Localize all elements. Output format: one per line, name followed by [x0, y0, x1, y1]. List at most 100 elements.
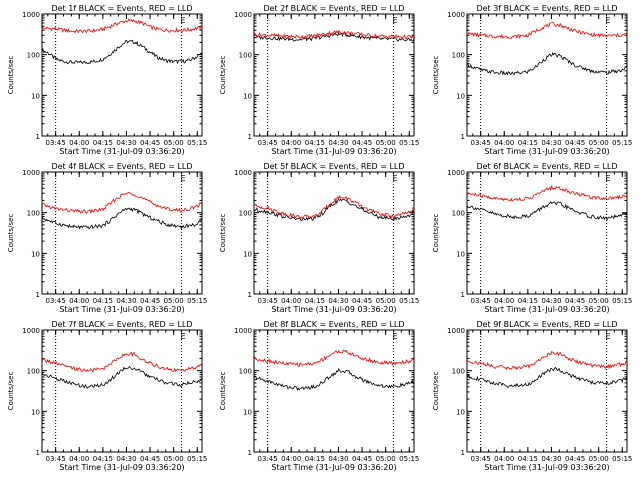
x-tick-label: 05:15 — [187, 297, 207, 305]
x-tick-label: 04:15 — [518, 297, 538, 305]
x-tick-label: 05:00 — [376, 139, 396, 147]
x-tick-label: 05:15 — [187, 139, 207, 147]
x-tick-label: 03:45 — [471, 455, 491, 463]
panel-title: Det 7f BLACK = Events, RED = LLD — [51, 320, 192, 329]
y-tick-label: 1 — [248, 449, 252, 457]
y-axis-label: Counts/sec — [219, 214, 227, 253]
x-tick-label: 04:00 — [494, 297, 514, 305]
y-tick-label: 10 — [31, 92, 40, 100]
x-tick-label: 04:30 — [328, 297, 348, 305]
x-tick-label: 04:30 — [541, 455, 561, 463]
series-line-events — [41, 39, 203, 65]
time-marker-label: E — [181, 174, 186, 183]
y-tick-label: 100 — [239, 52, 252, 60]
series-line-lld — [466, 350, 628, 371]
x-tick-label: 04:15 — [305, 455, 325, 463]
y-tick-label: 1 — [36, 449, 40, 457]
y-tick-label: 1 — [248, 291, 252, 299]
x-tick-label: 05:00 — [589, 455, 609, 463]
series-line-events — [253, 31, 415, 42]
x-axis-label: Start Time (31-Jul-09 03:36:20) — [271, 463, 396, 472]
series-line-lld — [41, 351, 203, 373]
x-tick-label: 04:00 — [281, 455, 301, 463]
x-tick-label: 04:45 — [565, 139, 585, 147]
x-tick-label: 04:45 — [352, 297, 372, 305]
y-tick-label: 1 — [36, 291, 40, 299]
panel-det-8: Det 8f BLACK = Events, RED = LLD 1 10 100 10… — [219, 320, 419, 472]
y-tick-label: 100 — [27, 210, 40, 218]
y-tick-label: 10 — [243, 408, 252, 416]
plot-frame — [466, 329, 628, 453]
y-tick-label: 1000 — [22, 11, 40, 19]
x-tick-label: 04:00 — [494, 139, 514, 147]
time-marker-label: E — [181, 332, 186, 341]
x-tick-label: 04:45 — [140, 139, 160, 147]
series-line-events — [41, 207, 203, 230]
time-marker-label: E — [393, 332, 398, 341]
series-line-events — [466, 51, 628, 76]
x-axis-label: Start Time (31-Jul-09 03:36:20) — [271, 305, 396, 314]
x-tick-label: 05:00 — [164, 139, 184, 147]
y-tick-label: 1000 — [22, 327, 40, 335]
x-tick-label: 05:15 — [187, 455, 207, 463]
x-tick-label: 03:45 — [471, 297, 491, 305]
y-tick-label: 10 — [31, 250, 40, 258]
y-tick-label: 100 — [239, 210, 252, 218]
y-tick-label: 10 — [31, 408, 40, 416]
plot-frame — [253, 13, 415, 137]
x-tick-label: 04:45 — [352, 139, 372, 147]
x-tick-label: 04:00 — [69, 139, 89, 147]
x-tick-label: 04:30 — [541, 297, 561, 305]
panel-det-5: Det 5f BLACK = Events, RED = LLD 1 10 100 10… — [219, 162, 419, 314]
x-tick-label: 04:45 — [565, 297, 585, 305]
x-tick-label: 04:45 — [140, 455, 160, 463]
x-tick-label: 05:15 — [399, 455, 419, 463]
x-tick-label: 03:45 — [471, 139, 491, 147]
x-tick-label: 04:30 — [328, 139, 348, 147]
x-tick-label: 04:15 — [518, 139, 538, 147]
x-tick-label: 05:15 — [612, 139, 632, 147]
x-tick-label: 04:15 — [305, 297, 325, 305]
x-tick-label: 05:15 — [399, 139, 419, 147]
series-line-lld — [253, 29, 415, 40]
panel-det-1: Det 1f BLACK = Events, RED = LLD 1 10 100 10… — [7, 4, 207, 156]
x-axis-label: Start Time (31-Jul-09 03:36:20) — [484, 147, 609, 156]
x-tick-label: 04:15 — [518, 455, 538, 463]
panel-det-4: Det 4f BLACK = Events, RED = LLD 1 10 100 10… — [7, 162, 207, 314]
panel-title: Det 8f BLACK = Events, RED = LLD — [263, 320, 404, 329]
x-tick-label: 04:30 — [328, 455, 348, 463]
panel-det-7: Det 7f BLACK = Events, RED = LLD 1 10 100 10… — [7, 320, 207, 472]
x-tick-label: 04:45 — [565, 455, 585, 463]
series-line-lld — [253, 194, 415, 220]
y-tick-label: 1 — [461, 291, 465, 299]
y-tick-label: 1 — [36, 133, 40, 141]
x-tick-label: 05:00 — [164, 297, 184, 305]
y-axis-label: Counts/sec — [219, 56, 227, 95]
x-tick-label: 05:00 — [589, 297, 609, 305]
y-tick-label: 100 — [27, 368, 40, 376]
y-axis-label: Counts/sec — [7, 214, 15, 253]
y-tick-label: 1000 — [447, 327, 465, 335]
series-line-lld — [466, 22, 628, 40]
time-marker-label: E — [181, 16, 186, 25]
panel-det-3: Det 3f BLACK = Events, RED = LLD 1 10 100 10… — [432, 4, 632, 156]
x-axis-label: Start Time (31-Jul-09 03:36:20) — [59, 305, 184, 314]
time-marker-label: E — [393, 16, 398, 25]
y-tick-label: 100 — [27, 52, 40, 60]
y-tick-label: 1000 — [234, 327, 252, 335]
time-marker-label: E — [606, 16, 611, 25]
time-marker-label: E — [606, 174, 611, 183]
y-axis-label: Counts/sec — [7, 372, 15, 411]
x-tick-label: 03:45 — [46, 139, 66, 147]
y-tick-label: 1000 — [234, 11, 252, 19]
x-tick-label: 05:15 — [612, 297, 632, 305]
x-tick-label: 04:30 — [116, 297, 136, 305]
y-axis-label: Counts/sec — [219, 372, 227, 411]
x-tick-label: 04:15 — [93, 297, 113, 305]
plot-frame — [466, 171, 628, 295]
y-tick-label: 100 — [452, 368, 465, 376]
x-tick-label: 05:15 — [612, 455, 632, 463]
y-axis-label: Counts/sec — [432, 56, 440, 95]
panel-title: Det 5f BLACK = Events, RED = LLD — [263, 162, 404, 171]
